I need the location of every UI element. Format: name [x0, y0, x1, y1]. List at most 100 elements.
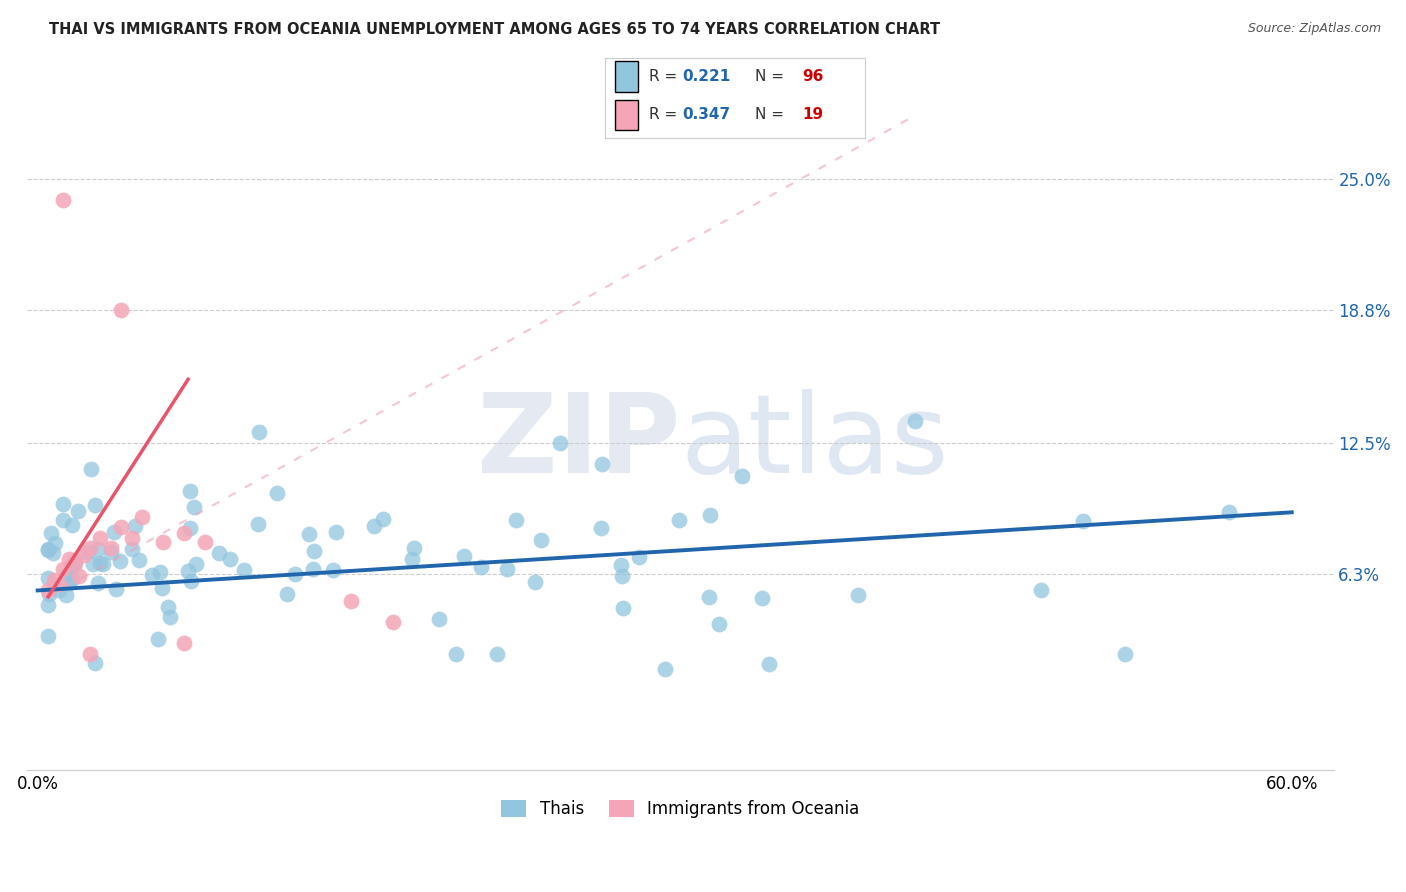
Legend: Thais, Immigrants from Oceania: Thais, Immigrants from Oceania [495, 793, 866, 824]
Point [37, 542, 59, 557]
Point [505, 513, 527, 527]
Point [173, 526, 195, 541]
Point [697, 590, 720, 604]
Point [453, 549, 475, 564]
Point [427, 612, 450, 626]
Point [219, 552, 242, 566]
Point [495, 562, 517, 576]
Point [66, 504, 89, 518]
Point [58, 575, 80, 590]
Point [37, 543, 59, 558]
Point [654, 662, 676, 676]
Point [37, 583, 59, 598]
Point [232, 563, 254, 577]
Point [284, 567, 307, 582]
Point [65, 556, 87, 570]
Point [276, 586, 298, 600]
Point [42, 546, 65, 560]
Point [548, 435, 571, 450]
Point [44, 536, 66, 550]
Point [108, 554, 131, 568]
Point [84, 656, 107, 670]
Point [63, 558, 86, 573]
Point [55, 567, 77, 582]
Point [124, 519, 146, 533]
Point [159, 609, 181, 624]
Point [48, 582, 70, 597]
Point [55, 588, 77, 602]
Point [177, 565, 200, 579]
Point [486, 647, 509, 661]
Point [627, 549, 650, 564]
Text: R =: R = [648, 107, 682, 122]
Point [322, 563, 344, 577]
Point [79, 541, 101, 556]
Point [105, 582, 128, 596]
Point [298, 527, 321, 541]
Point [110, 520, 132, 534]
Point [60, 558, 83, 573]
Point [183, 500, 205, 514]
Point [302, 543, 325, 558]
Point [208, 546, 231, 560]
Point [610, 558, 633, 573]
Text: 19: 19 [803, 107, 824, 122]
Point [76, 545, 98, 559]
Point [38, 587, 60, 601]
Point [48, 577, 70, 591]
Point [591, 521, 613, 535]
Text: 96: 96 [803, 69, 824, 84]
Point [72, 548, 94, 562]
Point [444, 647, 467, 661]
Point [37, 629, 59, 643]
Point [846, 588, 869, 602]
Point [149, 565, 172, 579]
Text: R =: R = [648, 69, 682, 84]
Point [110, 302, 132, 317]
Point [89, 556, 111, 570]
Point [668, 513, 690, 527]
Point [87, 576, 110, 591]
Point [141, 568, 163, 582]
Text: 0.221: 0.221 [683, 69, 731, 84]
FancyBboxPatch shape [614, 100, 638, 130]
Point [382, 615, 405, 629]
Point [194, 534, 217, 549]
Point [157, 600, 180, 615]
Point [325, 525, 347, 540]
FancyBboxPatch shape [614, 62, 638, 92]
Point [401, 552, 423, 566]
Point [470, 560, 492, 574]
Point [363, 519, 385, 533]
Point [37, 571, 59, 585]
Point [52, 496, 75, 510]
Point [610, 569, 633, 583]
Point [1071, 514, 1094, 528]
Point [37, 598, 59, 612]
Point [79, 647, 101, 661]
Point [148, 632, 170, 646]
Point [180, 574, 202, 589]
Point [82, 558, 104, 572]
Text: N =: N = [755, 107, 789, 122]
Point [179, 520, 201, 534]
Point [266, 486, 288, 500]
Point [44, 573, 66, 587]
Point [150, 581, 173, 595]
Point [758, 657, 780, 672]
Point [100, 541, 122, 556]
Point [121, 542, 143, 557]
Point [103, 524, 125, 539]
Point [173, 636, 195, 650]
Point [904, 415, 927, 429]
Point [93, 557, 115, 571]
Point [247, 425, 270, 439]
Point [707, 617, 730, 632]
Point [1218, 505, 1240, 519]
Point [128, 552, 150, 566]
Point [340, 594, 363, 608]
Point [63, 552, 86, 566]
Point [52, 512, 75, 526]
Point [52, 193, 75, 207]
Point [612, 601, 634, 615]
